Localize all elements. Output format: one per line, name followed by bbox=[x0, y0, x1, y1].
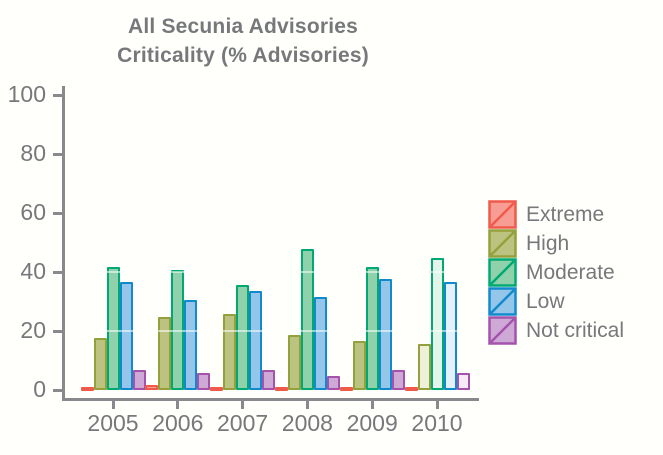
white-gridline bbox=[66, 212, 478, 214]
bar-2006-low bbox=[184, 299, 198, 390]
chart-title-line2: Criticality (% Advisories) bbox=[117, 44, 369, 67]
bar-2010-low bbox=[443, 281, 457, 390]
y-axis-tick bbox=[53, 93, 62, 97]
bar-2005-moderate bbox=[106, 267, 120, 390]
legend-label: Moderate bbox=[526, 261, 615, 284]
legend-item-moderate: Moderate bbox=[488, 258, 624, 287]
y-axis-tick bbox=[53, 211, 62, 215]
white-gridline bbox=[66, 330, 478, 332]
bar-2010-high bbox=[417, 343, 431, 390]
x-axis-tick bbox=[241, 400, 245, 409]
bar-2006-not-critical bbox=[197, 373, 211, 390]
bar-2008-not-critical bbox=[326, 376, 340, 390]
bar-2008-extreme bbox=[274, 386, 288, 391]
legend-swatch-icon bbox=[488, 200, 517, 229]
x-axis-tick bbox=[305, 400, 309, 409]
bar-2005-high bbox=[93, 337, 107, 390]
y-tick-label: 100 bbox=[7, 81, 46, 107]
bar-2008-high bbox=[287, 334, 301, 390]
x-tick-label: 2005 bbox=[87, 410, 139, 436]
y-axis-tick bbox=[53, 329, 62, 333]
legend-swatch-icon bbox=[488, 229, 517, 258]
x-tick-label: 2010 bbox=[411, 410, 463, 436]
x-axis-tick bbox=[176, 400, 180, 409]
x-tick-label: 2008 bbox=[281, 410, 333, 436]
legend-item-high: High bbox=[488, 229, 624, 258]
bar-2007-not-critical bbox=[262, 370, 276, 390]
legend-label: Not critical bbox=[526, 319, 625, 342]
y-axis-tick bbox=[53, 388, 62, 392]
bar-2010-moderate bbox=[430, 258, 444, 390]
bar-2009-moderate bbox=[365, 267, 379, 390]
bar-2009-not-critical bbox=[391, 370, 405, 390]
legend-swatch-icon bbox=[488, 258, 517, 287]
legend-item-low: Low bbox=[488, 287, 624, 316]
legend-swatch-icon bbox=[488, 287, 517, 316]
legend: Extreme High Moderate Low Not critical bbox=[488, 200, 624, 345]
legend-item-extreme: Extreme bbox=[488, 200, 624, 229]
x-tick-label: 2007 bbox=[217, 410, 269, 436]
legend-swatch-icon bbox=[488, 316, 517, 345]
y-axis-tick bbox=[53, 152, 62, 156]
bar-2008-low bbox=[313, 296, 327, 390]
bar-2009-low bbox=[378, 278, 392, 390]
bar-2005-extreme bbox=[80, 386, 94, 391]
bar-2006-extreme bbox=[145, 385, 159, 390]
white-gridline bbox=[66, 153, 478, 155]
bar-2007-high bbox=[223, 314, 237, 390]
x-tick-label: 2009 bbox=[346, 410, 398, 436]
y-axis-tick bbox=[53, 270, 62, 274]
chart-title-line1: All Secunia Advisories bbox=[127, 15, 359, 38]
bar-2009-high bbox=[352, 340, 366, 390]
y-tick-label: 80 bbox=[20, 140, 46, 166]
legend-label: Low bbox=[526, 290, 565, 313]
legend-label: Extreme bbox=[526, 203, 605, 226]
x-axis-tick bbox=[370, 400, 374, 409]
legend-label: High bbox=[526, 232, 570, 255]
y-tick-label: 60 bbox=[20, 199, 46, 225]
bar-2009-extreme bbox=[339, 386, 353, 391]
x-tick-label: 2006 bbox=[152, 410, 204, 436]
white-gridline bbox=[66, 271, 478, 273]
bar-2005-not-critical bbox=[132, 370, 146, 390]
bar-2006-high bbox=[158, 317, 172, 390]
x-axis bbox=[62, 398, 479, 401]
bar-2005-low bbox=[119, 281, 133, 390]
x-axis-tick bbox=[435, 400, 439, 409]
legend-item-not-critical: Not critical bbox=[488, 316, 624, 345]
bar-2007-extreme bbox=[210, 386, 224, 391]
y-tick-label: 40 bbox=[20, 258, 46, 284]
bar-2010-extreme bbox=[404, 386, 418, 391]
bar-2010-not-critical bbox=[456, 373, 470, 390]
bar-2008-moderate bbox=[300, 249, 314, 390]
bar-2007-low bbox=[249, 290, 263, 390]
y-tick-label: 20 bbox=[20, 317, 46, 343]
chart-title: All Secunia Advisories Criticality (% Ad… bbox=[78, 12, 408, 70]
y-tick-label: 0 bbox=[33, 376, 46, 402]
bar-2007-moderate bbox=[236, 284, 250, 390]
y-axis bbox=[62, 86, 65, 401]
x-axis-tick bbox=[111, 400, 115, 409]
